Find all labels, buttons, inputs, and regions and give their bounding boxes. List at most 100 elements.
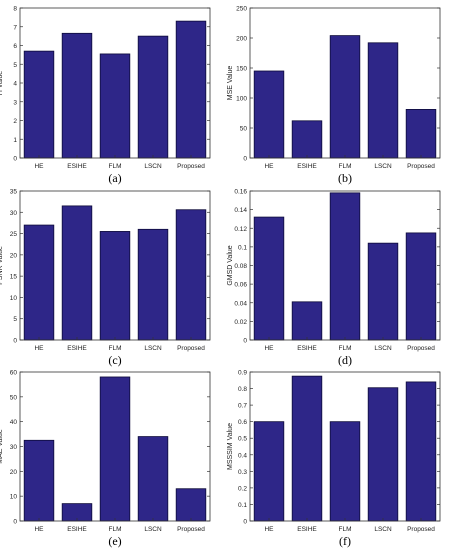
y-tick-label: 35 bbox=[10, 189, 18, 196]
y-tick-label: 40 bbox=[10, 419, 18, 426]
x-tick-label: HE bbox=[264, 163, 274, 170]
x-tick-label: FLM bbox=[109, 345, 122, 352]
y-tick-label: 0.02 bbox=[234, 319, 247, 326]
x-tick-label: LSCN bbox=[144, 345, 162, 352]
bar bbox=[291, 375, 323, 522]
bar bbox=[253, 216, 285, 341]
x-tick-label: FLM bbox=[339, 345, 352, 352]
y-tick-label: 0.1 bbox=[238, 502, 247, 509]
y-tick-label: 50 bbox=[10, 394, 18, 401]
x-tick-label: ESIHE bbox=[297, 526, 317, 533]
x-tick-label: HE bbox=[34, 526, 44, 533]
y-tick-label: 25 bbox=[10, 231, 18, 238]
panel-label: (b) bbox=[338, 171, 352, 185]
y-tick-label: 50 bbox=[240, 126, 248, 133]
y-tick-label: 0.14 bbox=[234, 207, 247, 214]
bar bbox=[99, 376, 131, 522]
bar bbox=[405, 232, 437, 341]
x-tick-label: LSCN bbox=[374, 163, 392, 170]
y-tick-label: 20 bbox=[10, 469, 18, 476]
y-tick-label: 200 bbox=[236, 36, 247, 43]
y-tick-label: 0 bbox=[243, 338, 247, 345]
x-tick-label: ESIHE bbox=[297, 163, 317, 170]
x-tick-label: FLM bbox=[109, 163, 122, 170]
panel-label: (f) bbox=[339, 534, 351, 548]
bar bbox=[253, 70, 285, 159]
bar bbox=[291, 120, 323, 159]
y-tick-label: 3 bbox=[13, 99, 17, 106]
y-tick-label: 30 bbox=[10, 210, 18, 217]
y-axis-label: MSE Value bbox=[227, 66, 234, 101]
bar bbox=[367, 387, 399, 522]
y-tick-label: 1 bbox=[13, 137, 17, 144]
x-tick-label: ESIHE bbox=[67, 526, 87, 533]
y-tick-label: 6 bbox=[13, 43, 17, 50]
y-tick-label: 15 bbox=[10, 274, 18, 281]
y-tick-label: 0 bbox=[243, 156, 247, 163]
bar bbox=[175, 20, 207, 159]
bar bbox=[175, 209, 207, 341]
x-tick-label: HE bbox=[34, 345, 44, 352]
bar bbox=[99, 231, 131, 341]
y-tick-label: 0 bbox=[243, 519, 247, 526]
x-tick-label: ESIHE bbox=[297, 345, 317, 352]
bar bbox=[61, 32, 93, 159]
y-tick-label: 10 bbox=[10, 295, 18, 302]
x-tick-label: LSCN bbox=[374, 526, 392, 533]
bar bbox=[367, 42, 399, 159]
y-tick-label: 30 bbox=[10, 444, 18, 451]
bar bbox=[61, 205, 93, 341]
bar bbox=[23, 224, 55, 341]
y-tick-label: 7 bbox=[13, 24, 17, 31]
x-tick-label: Proposed bbox=[407, 526, 435, 533]
y-tick-label: 0.2 bbox=[238, 485, 247, 492]
chart-panel: 0 50 100 150 200 250 HE ESIHE FLM LSCN Proposed MSE… bbox=[227, 6, 441, 185]
y-tick-label: 0 bbox=[13, 156, 17, 163]
chart-panel: 0 0.1 0.2 0.3 0.4 0.5 0.6 0.7 0.8 0.9 HE ESIHE FLM LS… bbox=[227, 370, 441, 548]
y-tick-label: 0.4 bbox=[238, 452, 247, 459]
x-tick-label: Proposed bbox=[177, 163, 205, 170]
bar bbox=[137, 228, 169, 341]
y-tick-label: 60 bbox=[10, 370, 18, 377]
y-axis-label: PSNR Value bbox=[0, 246, 4, 285]
y-tick-label: 250 bbox=[236, 6, 247, 13]
y-tick-label: 4 bbox=[13, 81, 17, 88]
chart-panel: 0 1 2 3 4 5 6 7 8 HE ESIHE FLM LSCN Proposed H Value (a… bbox=[0, 6, 211, 185]
bar bbox=[367, 242, 399, 341]
x-tick-label: Proposed bbox=[407, 163, 435, 170]
y-tick-label: 0.04 bbox=[234, 300, 247, 307]
bar bbox=[329, 35, 361, 159]
y-tick-label: 0 bbox=[13, 519, 17, 526]
y-tick-label: 8 bbox=[13, 6, 17, 13]
y-axis-label: MSSSIM Value bbox=[227, 423, 234, 470]
bar bbox=[23, 50, 55, 159]
y-tick-label: 0 bbox=[13, 338, 17, 345]
y-axis-label: H Value bbox=[0, 71, 4, 95]
bar bbox=[99, 53, 131, 159]
bar bbox=[405, 381, 437, 522]
y-tick-label: 10 bbox=[10, 494, 18, 501]
bar bbox=[253, 421, 285, 522]
y-axis-label: GMSD Value bbox=[227, 245, 234, 285]
y-tick-label: 0.6 bbox=[238, 419, 247, 426]
x-tick-label: Proposed bbox=[177, 526, 205, 533]
y-tick-label: 0.8 bbox=[238, 386, 247, 393]
x-tick-label: LSCN bbox=[144, 163, 162, 170]
panel-label: (c) bbox=[108, 353, 121, 367]
panel-label: (e) bbox=[108, 534, 121, 548]
x-tick-label: HE bbox=[264, 345, 274, 352]
y-tick-label: 5 bbox=[13, 62, 17, 69]
x-tick-label: Proposed bbox=[407, 345, 435, 352]
y-tick-label: 0.1 bbox=[238, 244, 247, 251]
x-tick-label: ESIHE bbox=[67, 345, 87, 352]
x-tick-label: FLM bbox=[109, 526, 122, 533]
x-tick-label: LSCN bbox=[144, 526, 162, 533]
chart-panel: 0 5 10 15 20 25 30 35 HE ESIHE FLM LSCN Proposed PSNR… bbox=[0, 189, 211, 367]
y-tick-label: 0.7 bbox=[238, 403, 247, 410]
x-tick-label: FLM bbox=[339, 526, 352, 533]
y-tick-label: 150 bbox=[236, 66, 247, 73]
bar bbox=[405, 109, 437, 159]
x-tick-label: ESIHE bbox=[67, 163, 87, 170]
chart-panel: 0 0.02 0.04 0.06 0.08 0.1 0.12 0.14 0.16 HE ESIHE F… bbox=[227, 189, 441, 367]
